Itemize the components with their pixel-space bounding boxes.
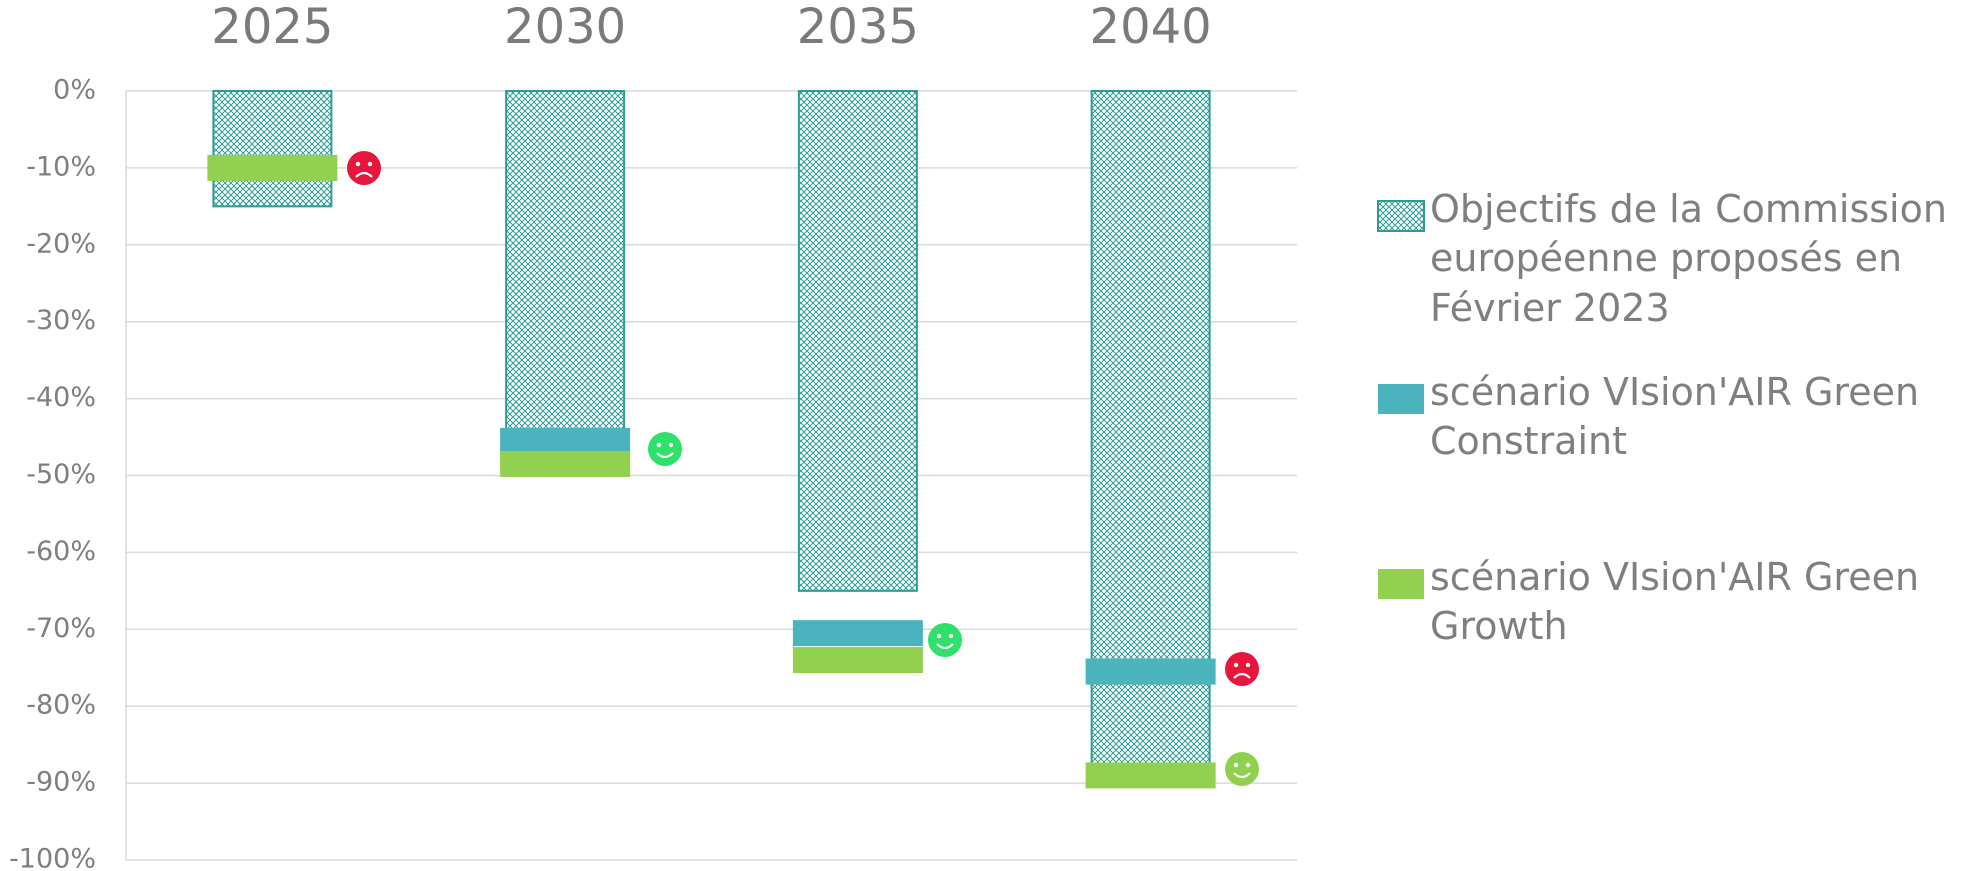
happy-face — [648, 432, 682, 466]
legend-item: scénario VIsion'AIR Green Constraint — [1430, 370, 1920, 464]
legend-label: scénario VIsion'AIR Green Constraint — [1430, 370, 1920, 464]
y-tick-label: -90% — [26, 767, 96, 798]
y-tick-label: 0% — [53, 75, 96, 106]
smileys — [347, 151, 1259, 786]
scenario-marker — [500, 427, 631, 454]
legend-swatch — [1378, 384, 1424, 414]
x-category-label: 2025 — [211, 0, 333, 55]
x-category-label: 2035 — [797, 0, 919, 55]
y-tick-label: -40% — [26, 382, 96, 413]
y-tick-label: -100% — [9, 844, 96, 871]
scenario-marker — [1085, 762, 1216, 789]
scenario-marker — [792, 647, 923, 674]
scenario-marker — [207, 154, 338, 181]
legend-label: Objectifs de la Commission européenne pr… — [1430, 187, 1947, 330]
target-bar — [212, 90, 333, 208]
y-tick-label: -20% — [26, 228, 96, 259]
x-category-label: 2030 — [504, 0, 626, 55]
scenario-marker — [792, 620, 923, 647]
legend-swatch — [1378, 569, 1424, 599]
sad-face — [1225, 652, 1259, 686]
y-tick-label: -70% — [26, 613, 96, 644]
y-tick-label: -60% — [26, 536, 96, 567]
y-tick-label: -30% — [26, 305, 96, 336]
legend-item: Objectifs de la Commission européenne pr… — [1430, 187, 1947, 330]
legend-label: scénario VIsion'AIR Green Growth — [1430, 555, 1920, 649]
happy-face — [928, 623, 962, 657]
legend-swatch — [1377, 200, 1425, 232]
y-tick-label: -10% — [26, 151, 96, 182]
happy-face — [1225, 752, 1259, 786]
y-tick-label: -50% — [26, 459, 96, 490]
sad-face — [347, 151, 381, 185]
scenario-marker — [500, 450, 631, 477]
target-bar — [797, 90, 918, 592]
target-bar — [505, 90, 626, 439]
scenario-marker — [1085, 658, 1216, 685]
legend-item: scénario VIsion'AIR Green Growth — [1430, 555, 1920, 649]
x-category-label: 2040 — [1090, 0, 1212, 55]
y-tick-label: -80% — [26, 690, 96, 721]
